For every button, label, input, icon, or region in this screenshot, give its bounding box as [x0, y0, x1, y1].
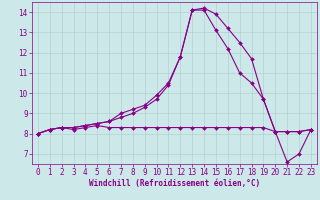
X-axis label: Windchill (Refroidissement éolien,°C): Windchill (Refroidissement éolien,°C) — [89, 179, 260, 188]
